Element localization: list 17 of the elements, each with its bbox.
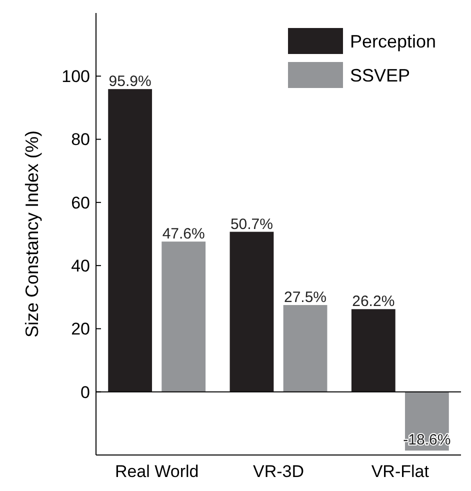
y-tick-label: 0	[80, 382, 90, 402]
text: 95.9%	[108, 73, 152, 90]
x-tick-label: VR-3D	[252, 462, 304, 481]
y-tick-label: 60	[71, 193, 90, 212]
text: 50.7%	[230, 216, 274, 233]
text: 27.5%	[284, 289, 327, 306]
x-tick-label: VR-Flat	[371, 462, 430, 481]
y-tick-label: 100	[62, 67, 90, 86]
y-axis-title: Size Constancy Index (%)	[22, 130, 42, 338]
legend-label: Perception	[350, 31, 436, 52]
y-tick-label: 20	[71, 320, 90, 339]
x-tick-label: Real World	[114, 462, 199, 481]
text: 26.2%	[352, 293, 395, 310]
y-tick-label: 40	[71, 256, 90, 276]
text: 47.6%	[162, 226, 205, 243]
y-tick-label: 80	[71, 130, 90, 150]
legend-label: SSVEP	[350, 65, 410, 86]
